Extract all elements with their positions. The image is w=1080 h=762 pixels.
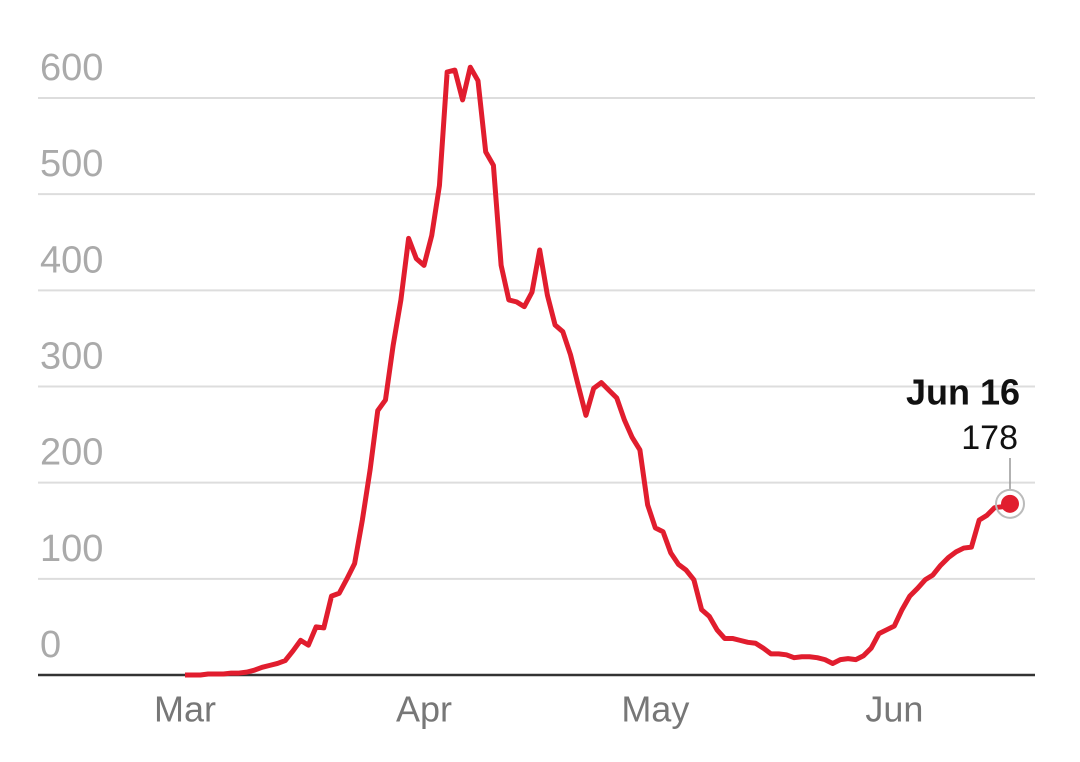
y-tick-label: 100 xyxy=(40,528,103,570)
y-tick-label: 500 xyxy=(40,143,103,185)
data-line xyxy=(185,64,1011,678)
y-tick-label: 200 xyxy=(40,432,103,474)
y-tick-label: 600 xyxy=(40,47,103,89)
annotation-value: 178 xyxy=(961,419,1018,457)
x-tick-label: Apr xyxy=(396,689,452,730)
y-tick-label: 400 xyxy=(40,239,103,281)
annotation-date: Jun 16 xyxy=(906,372,1020,413)
end-point xyxy=(1001,494,1019,513)
x-tick-label: Jun xyxy=(865,689,923,730)
y-tick-label: 0 xyxy=(40,624,61,666)
x-tick-label: Mar xyxy=(154,689,216,730)
end-ring xyxy=(995,488,1025,519)
x-tick-label: May xyxy=(621,689,689,730)
y-tick-label: 300 xyxy=(40,336,103,378)
